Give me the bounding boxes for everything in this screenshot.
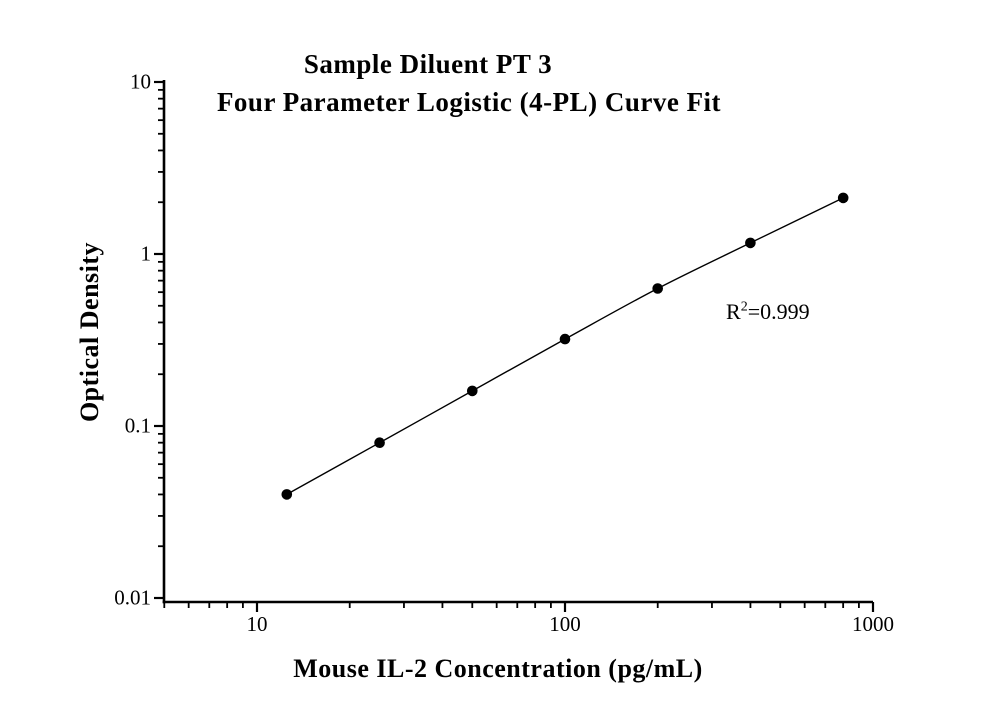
x-tick-label: 1000 bbox=[852, 612, 894, 636]
data-point bbox=[467, 385, 478, 397]
y-tick-label: 1 bbox=[140, 241, 152, 266]
data-point bbox=[745, 237, 756, 249]
fit-curve bbox=[286, 197, 844, 496]
data-point bbox=[837, 192, 849, 204]
x-tick-label: 10 bbox=[246, 612, 268, 636]
x-tick-label: 100 bbox=[549, 612, 581, 636]
data-point bbox=[374, 437, 385, 449]
y-tick-label: 0.01 bbox=[114, 585, 151, 610]
chart-title-line2: Four Parameter Logistic (4-PL) Curve Fit bbox=[216, 87, 722, 117]
r-squared-base: R bbox=[726, 299, 741, 324]
data-point bbox=[652, 283, 663, 294]
r-squared-annotation: R2=0.999 bbox=[726, 299, 810, 325]
r-squared-superscript: 2 bbox=[740, 299, 748, 315]
data-point bbox=[559, 333, 571, 345]
r-squared-value: =0.999 bbox=[747, 299, 810, 324]
chart-title-line1: Sample Diluent PT 3 bbox=[303, 49, 553, 79]
y-tick-label: 0.1 bbox=[124, 413, 151, 438]
y-tick-label: 10 bbox=[130, 69, 151, 94]
data-point bbox=[281, 489, 293, 500]
x-axis-label: Mouse IL-2 Concentration (pg/mL) bbox=[293, 654, 703, 683]
